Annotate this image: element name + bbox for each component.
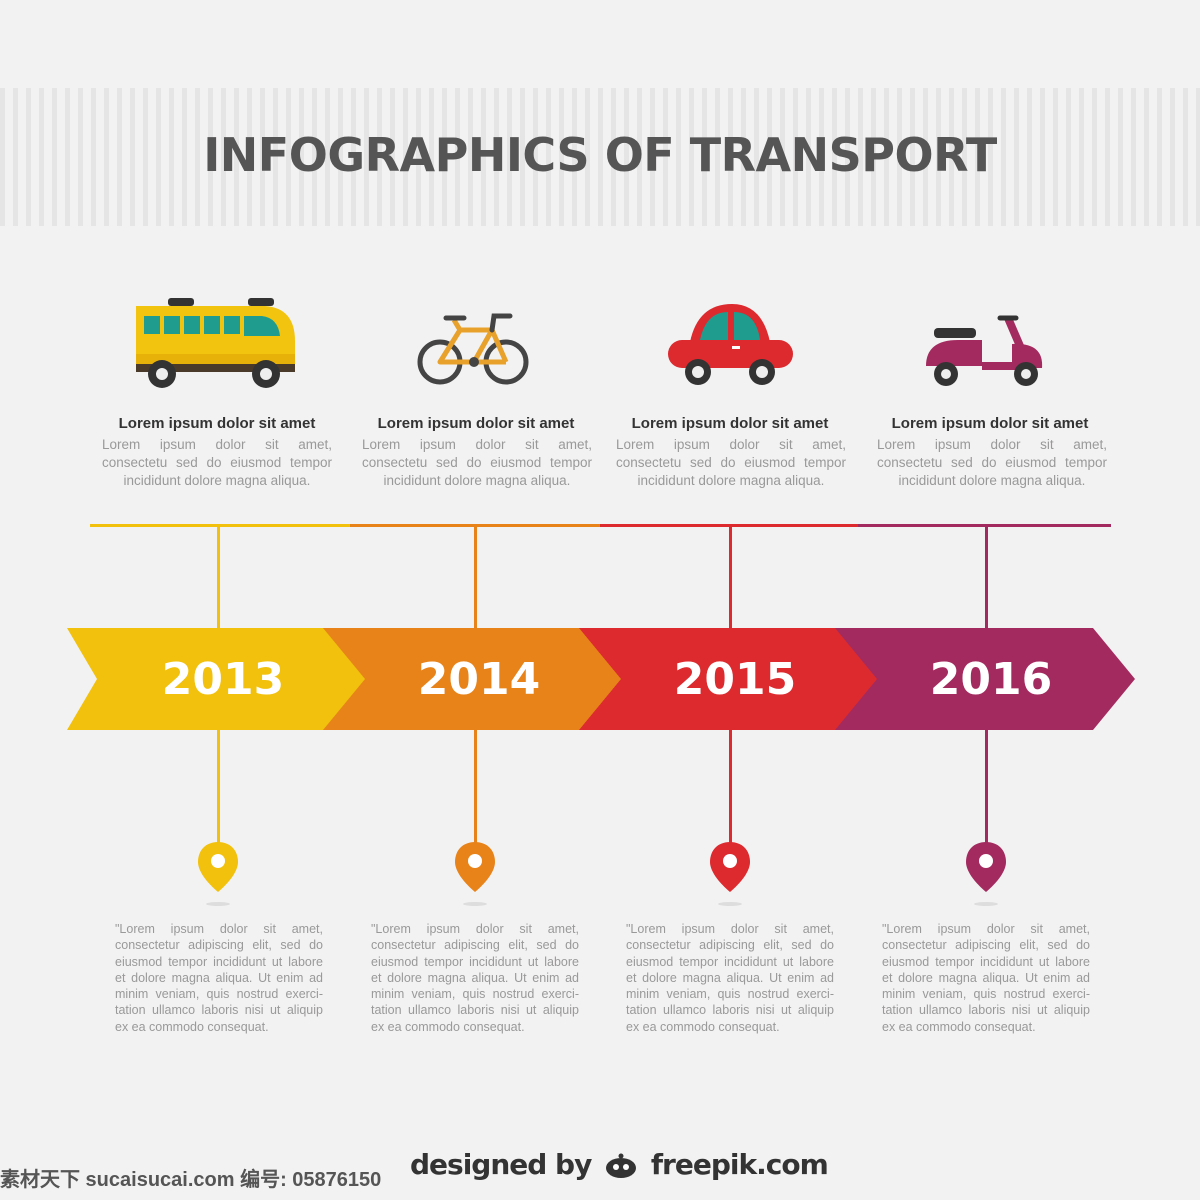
- connector-line: [217, 526, 220, 629]
- credit-left: designed by: [410, 1148, 592, 1181]
- item-quote: "Lorem ipsum dolor sit amet, consectetur…: [371, 922, 579, 1034]
- year-arrow-2015: 2015: [579, 628, 879, 730]
- timeline-top-line: [600, 524, 858, 527]
- location-pin-icon: [710, 842, 750, 906]
- item-quote: "Lorem ipsum dolor sit amet, consectetur…: [882, 922, 1090, 1034]
- location-pin-icon: [198, 842, 238, 906]
- year-label: 2015: [673, 653, 797, 705]
- location-pin-icon: [966, 842, 1006, 906]
- header-band: [0, 88, 1200, 226]
- connector-line: [729, 526, 732, 629]
- year-arrow-2013: 2013: [67, 628, 367, 730]
- item-description: Lorem ipsum dolor sit amet, consectetu s…: [877, 437, 1107, 488]
- item-heading: Lorem ipsum dolor sit amet: [631, 415, 829, 432]
- item-heading: Lorem ipsum dolor sit amet: [891, 415, 1089, 432]
- scooter-icon: [926, 315, 1043, 386]
- item-description: Lorem ipsum dolor sit amet, consectetu s…: [102, 437, 332, 488]
- timeline-top-line: [90, 524, 350, 527]
- page-title: INFOGRAPHICS OF TRANSPORT: [203, 128, 997, 182]
- connector-line: [985, 526, 988, 629]
- watermark-text: 素材天下 sucaisucai.com 编号: 05876150: [0, 1169, 382, 1191]
- item-heading: Lorem ipsum dolor sit amet: [377, 415, 575, 432]
- year-label: 2014: [417, 653, 541, 705]
- designer-credit: designed by freepik.com: [410, 1148, 829, 1181]
- year-label: 2013: [161, 653, 285, 705]
- connector-line: [729, 729, 732, 844]
- year-arrow-2016: 2016: [835, 628, 1135, 730]
- car-icon: [668, 304, 793, 385]
- connector-line: [474, 526, 477, 629]
- bicycle-icon: [417, 313, 529, 385]
- year-label: 2016: [929, 653, 1053, 705]
- bus-icon: [136, 298, 295, 388]
- location-pin-icon: [455, 842, 495, 906]
- freepik-logo-icon: [606, 1153, 637, 1178]
- connector-line: [985, 729, 988, 844]
- credit-right: freepik.com: [650, 1148, 829, 1181]
- timeline-top-line: [858, 524, 1111, 527]
- item-description: Lorem ipsum dolor sit amet, consectetu s…: [616, 437, 846, 488]
- connector-line: [474, 729, 477, 844]
- year-arrow-2014: 2014: [323, 628, 623, 730]
- timeline-top-line: [350, 524, 600, 527]
- item-description: Lorem ipsum dolor sit amet, consectetu s…: [362, 437, 592, 488]
- item-heading: Lorem ipsum dolor sit amet: [118, 415, 316, 432]
- item-quote: "Lorem ipsum dolor sit amet, consectetur…: [626, 922, 834, 1034]
- item-quote: "Lorem ipsum dolor sit amet, consectetur…: [115, 922, 323, 1034]
- connector-line: [217, 729, 220, 844]
